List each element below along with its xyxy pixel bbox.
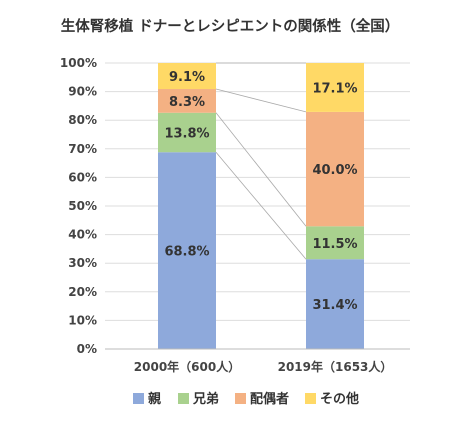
data-label: 11.5% xyxy=(312,237,357,252)
legend-label: 兄弟 xyxy=(192,391,219,407)
connector-lines xyxy=(215,62,307,260)
connector-line xyxy=(215,151,307,260)
legend-swatch xyxy=(133,393,144,404)
y-tick-label: 50% xyxy=(68,199,97,213)
y-tick-label: 40% xyxy=(68,228,97,242)
y-tick-label: 80% xyxy=(68,113,97,127)
y-tick-label: 30% xyxy=(68,256,97,270)
y-tick-label: 100% xyxy=(60,56,97,70)
data-label: 9.1% xyxy=(169,70,205,85)
y-tick-label: 20% xyxy=(68,285,97,299)
connector-line xyxy=(215,88,307,113)
x-tick-label: 2000年（600人） xyxy=(134,359,240,374)
data-labels: 68.8% 31.4% 13.8% 11.5% 8.3% 40.0% 9.1% 17.1% xyxy=(164,70,357,313)
legend-swatch xyxy=(235,393,246,404)
y-tick-label: 90% xyxy=(68,85,97,99)
gridlines xyxy=(105,62,410,350)
legend-swatch xyxy=(305,393,316,404)
legend-label: 親 xyxy=(148,391,161,407)
x-axis: 2000年（600人） 2019年（1653人） xyxy=(105,348,410,374)
bar-segment xyxy=(158,152,216,349)
bar-segment xyxy=(306,259,364,349)
legend-label: その他 xyxy=(320,391,359,407)
legend-item: 配偶者 xyxy=(235,391,289,407)
data-label: 17.1% xyxy=(312,81,357,96)
y-tick-label: 10% xyxy=(68,313,97,327)
data-label: 40.0% xyxy=(312,163,357,178)
bar-segment xyxy=(306,111,364,227)
x-tick-label: 2019年（1653人） xyxy=(278,359,393,374)
connector-line xyxy=(215,112,307,227)
bar-segment xyxy=(306,226,364,260)
legend-swatch xyxy=(178,393,189,404)
y-axis: 0% 10% 20% 30% 40% 50% 60% 70% 80% 90% 100% xyxy=(60,56,97,356)
bar-segment xyxy=(158,89,216,113)
legend-item: その他 xyxy=(305,391,359,407)
bar-segment xyxy=(158,112,216,153)
chart-title: 生体腎移植 ドナーとレシピエントの関係性（全国） xyxy=(61,17,400,35)
y-tick-label: 60% xyxy=(68,170,97,184)
y-tick-label: 70% xyxy=(68,142,97,156)
legend-label: 配偶者 xyxy=(250,391,289,407)
data-label: 13.8% xyxy=(164,126,209,141)
data-label: 31.4% xyxy=(312,298,357,313)
data-label: 8.3% xyxy=(169,95,205,110)
legend-item: 親 xyxy=(133,391,161,407)
bar-segment xyxy=(158,63,216,90)
y-tick-label: 0% xyxy=(77,342,97,356)
legend: 親 兄弟 配偶者 その他 xyxy=(133,391,359,407)
bars xyxy=(158,63,364,349)
legend-item: 兄弟 xyxy=(178,391,219,407)
bar-segment xyxy=(306,63,364,112)
data-label: 68.8% xyxy=(164,245,209,260)
